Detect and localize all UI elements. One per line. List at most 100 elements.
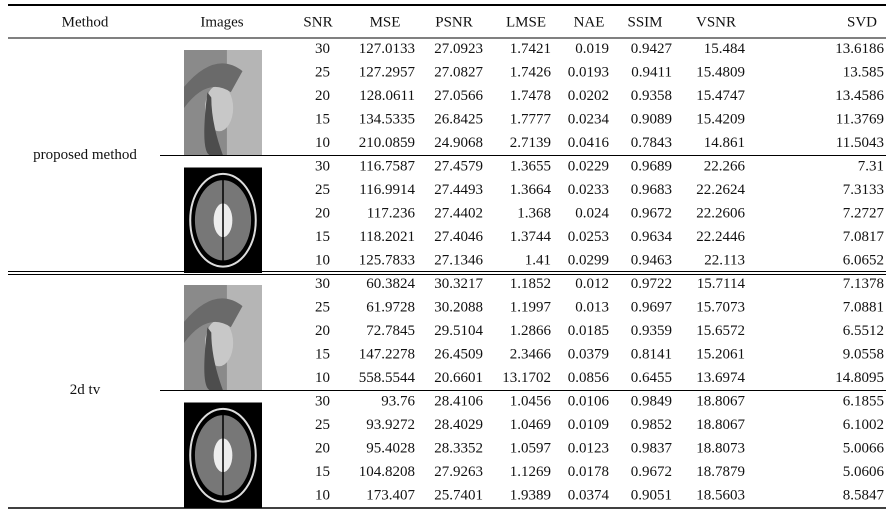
cell: 28.4106 — [434, 394, 483, 410]
cell: 95.4028 — [366, 441, 415, 457]
cell: 15 — [315, 347, 330, 363]
cell: 2.3466 — [510, 347, 552, 363]
cell: 0.0178 — [568, 464, 609, 480]
cell: 15.7073 — [696, 300, 745, 316]
cell: 27.0923 — [434, 41, 483, 57]
cell: 6.5512 — [843, 323, 884, 339]
cell: 22.2446 — [696, 229, 745, 245]
cell: 0.019 — [575, 41, 609, 57]
cell: 30 — [315, 41, 330, 57]
cell: 210.0859 — [359, 135, 415, 151]
cell: 13.4586 — [835, 88, 884, 104]
cell: 1.7777 — [510, 112, 552, 128]
cell: 27.1346 — [434, 253, 483, 269]
column-header: SVD — [847, 14, 877, 30]
cell: 15.4809 — [696, 65, 745, 81]
cell: 0.9837 — [631, 441, 673, 457]
cell: 22.113 — [704, 253, 745, 269]
brain-image — [184, 168, 262, 274]
cell: 0.9697 — [631, 300, 673, 316]
cell: 0.9358 — [631, 88, 672, 104]
cell: 30.2088 — [434, 300, 483, 316]
cell: 1.368 — [517, 206, 551, 222]
cell: 1.0469 — [510, 417, 551, 433]
cell: 1.3655 — [510, 159, 551, 175]
cell: 5.0606 — [843, 464, 885, 480]
cell: 0.9672 — [631, 464, 672, 480]
cell: 72.7845 — [366, 323, 415, 339]
cell: 15.484 — [704, 41, 746, 57]
cell: 0.9051 — [631, 488, 672, 504]
cell: 13.6974 — [696, 370, 745, 386]
cell: 125.7833 — [359, 253, 415, 269]
cell: 7.31 — [858, 159, 884, 175]
cell: 1.1997 — [510, 300, 552, 316]
cell: 25 — [315, 417, 330, 433]
cell: 29.5104 — [434, 323, 483, 339]
cell: 0.0123 — [568, 441, 609, 457]
cell: 0.6455 — [631, 370, 672, 386]
cell: 13.585 — [843, 65, 884, 81]
cell: 93.76 — [381, 394, 415, 410]
cell: 11.3769 — [836, 112, 884, 128]
cell: 0.9689 — [631, 159, 672, 175]
cell: 22.266 — [704, 159, 746, 175]
cell: 10 — [315, 253, 330, 269]
cell: 25 — [315, 300, 330, 316]
cell: 6.1855 — [843, 394, 884, 410]
cell: 60.3824 — [366, 276, 415, 292]
lena-image — [184, 285, 262, 391]
cell: 15.4747 — [696, 88, 745, 104]
cell: 18.8067 — [696, 394, 745, 410]
cell: 7.0881 — [843, 300, 884, 316]
cell: 118.2021 — [359, 229, 415, 245]
column-header: PSNR — [435, 14, 473, 30]
cell: 10 — [315, 135, 330, 151]
cell: 18.8067 — [696, 417, 745, 433]
cell: 0.0109 — [568, 417, 609, 433]
cell: 0.9672 — [631, 206, 672, 222]
cell: 173.407 — [366, 488, 415, 504]
cell: 15.7114 — [697, 276, 746, 292]
cell: 1.1852 — [510, 276, 551, 292]
cell: 20 — [315, 88, 330, 104]
cell: 1.2866 — [510, 323, 552, 339]
brain-image — [184, 403, 262, 509]
cell: 0.0379 — [568, 347, 609, 363]
cell: 7.3133 — [843, 182, 884, 198]
cell: 0.0299 — [568, 253, 609, 269]
cell: 18.8073 — [696, 441, 745, 457]
cell: 7.1378 — [843, 276, 884, 292]
column-header: Images — [200, 14, 243, 30]
column-header: Method — [62, 14, 109, 30]
cell: 127.2957 — [359, 65, 416, 81]
cell: 0.0229 — [568, 159, 609, 175]
cell: 1.0456 — [510, 394, 552, 410]
cell: 15.6572 — [696, 323, 745, 339]
cell: 24.9068 — [434, 135, 483, 151]
cell: 0.013 — [575, 300, 609, 316]
cell: 0.0202 — [568, 88, 609, 104]
cell: 0.0193 — [568, 65, 609, 81]
cell: 0.012 — [575, 276, 609, 292]
cell: 7.2727 — [843, 206, 885, 222]
cell: 0.9722 — [631, 276, 672, 292]
cell: 20 — [315, 441, 330, 457]
cell: 27.4493 — [434, 182, 483, 198]
cell: 5.0066 — [843, 441, 885, 457]
cell: 26.4509 — [434, 347, 483, 363]
cell: 28.3352 — [434, 441, 483, 457]
cell: 1.3664 — [510, 182, 552, 198]
method-label: proposed method — [33, 147, 137, 163]
cell: 0.9683 — [631, 182, 672, 198]
cell: 30 — [315, 394, 330, 410]
cell: 116.7587 — [359, 159, 415, 175]
cell: 10 — [315, 370, 330, 386]
cell: 0.0233 — [568, 182, 609, 198]
cell: 15.2061 — [696, 347, 745, 363]
cell: 27.4046 — [434, 229, 483, 245]
cell: 2.7139 — [510, 135, 551, 151]
cell: 0.9427 — [631, 41, 673, 57]
cell: 1.7478 — [510, 88, 551, 104]
cell: 104.8208 — [359, 464, 415, 480]
